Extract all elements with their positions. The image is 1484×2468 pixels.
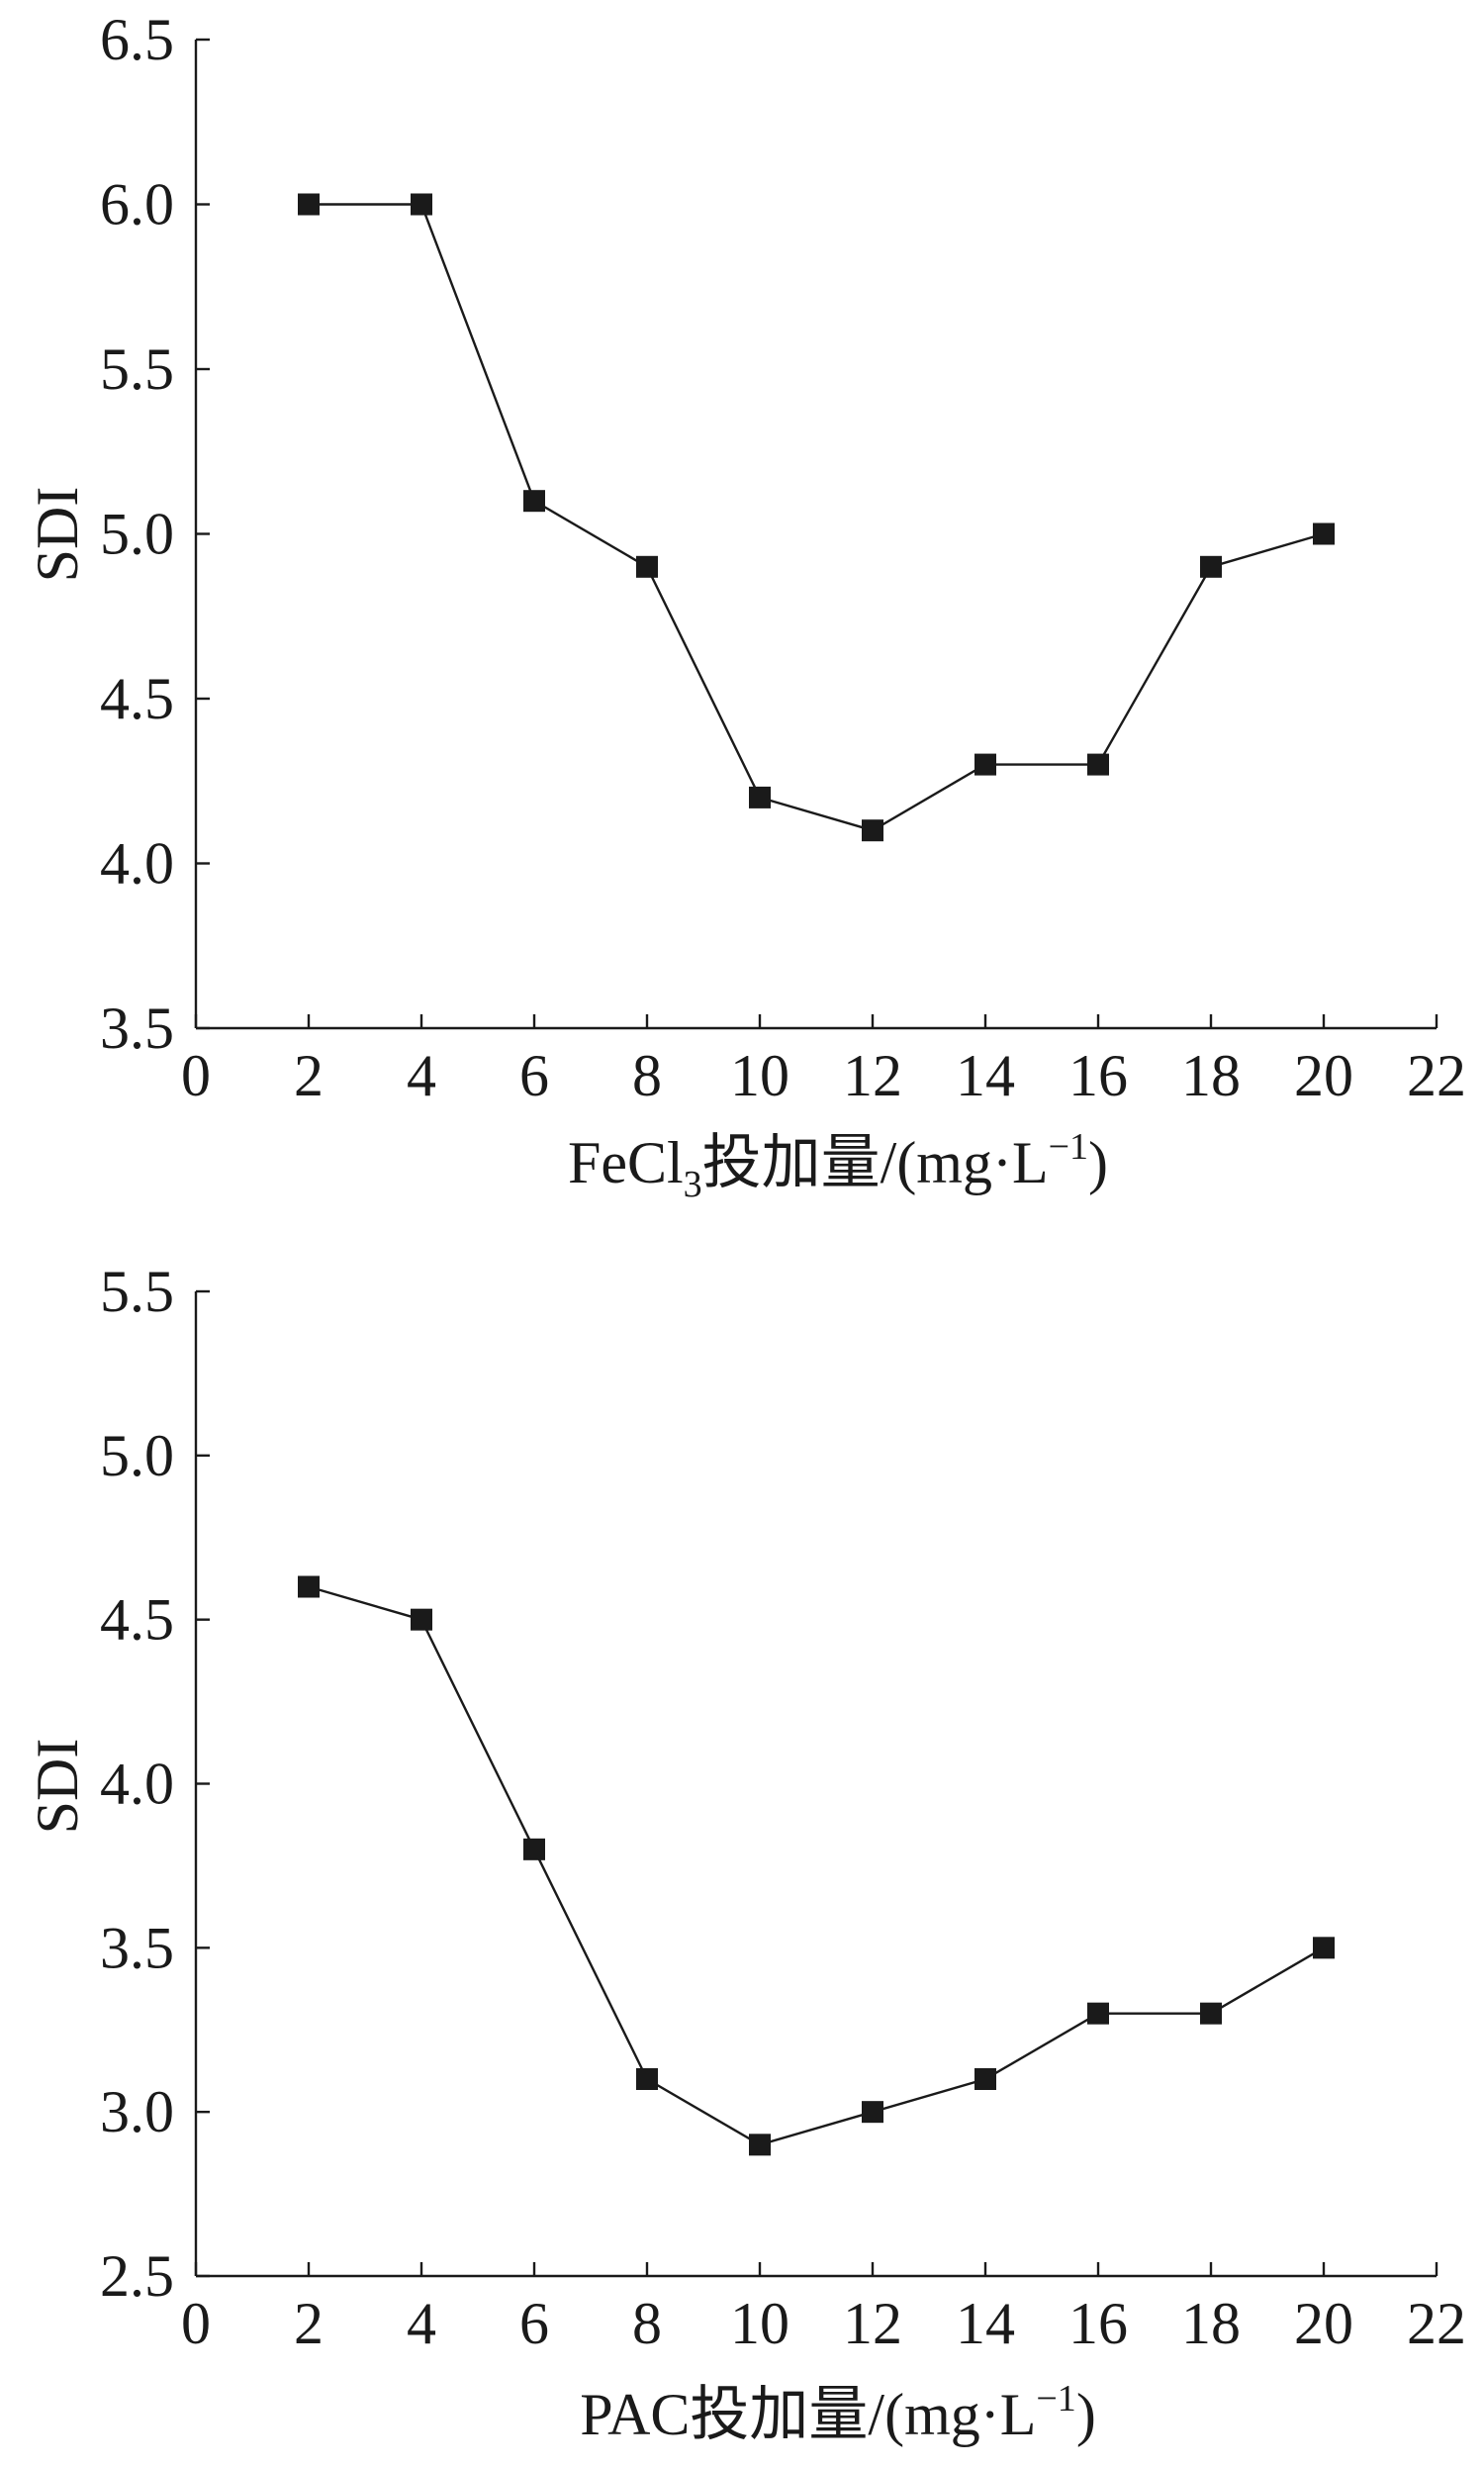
data-point — [862, 819, 883, 842]
y-tick-label: 6.5 — [100, 7, 174, 72]
x-axis-label: FeCl3投加量/(mg·L−1) — [568, 1126, 1108, 1205]
y-tick-label: 4.0 — [100, 831, 174, 897]
x-axis-label-prefix: FeCl — [568, 1130, 684, 1195]
x-tick-label: 6 — [519, 2291, 549, 2356]
x-tick-label: 8 — [632, 2291, 662, 2356]
chart-pac: 2.5 3.0 3.5 4.0 4.5 5.0 5.5 0 2 4 6 8 10 12 14 16 18 20 22… — [25, 1259, 1466, 2447]
y-tick-label: 3.0 — [100, 2079, 174, 2144]
x-tick-label: 14 — [956, 2291, 1015, 2356]
x-axis-label-suffix: ) — [1088, 1130, 1108, 1195]
x-axis-label-sup: −1 — [1036, 2378, 1075, 2420]
series-line — [308, 1585, 1325, 2146]
x-tick-label: 14 — [956, 1043, 1015, 1108]
data-point — [298, 1575, 320, 1598]
y-tick-label: 4.0 — [100, 1752, 174, 1817]
x-tick-label: 8 — [632, 1043, 662, 1108]
y-tick-label: 6.0 — [100, 172, 174, 237]
x-tick-label: 12 — [843, 1043, 902, 1108]
data-point — [1087, 753, 1109, 776]
data-point — [1313, 522, 1335, 545]
data-point — [974, 2068, 996, 2090]
y-tick-label: 5.0 — [100, 1423, 174, 1488]
data-point — [636, 2068, 658, 2090]
x-tick-label: 16 — [1068, 1043, 1128, 1108]
x-tick-label: 10 — [730, 1043, 789, 1108]
data-point — [749, 2134, 771, 2156]
y-tick-label: 3.5 — [100, 996, 174, 1061]
series-line — [309, 203, 1325, 832]
x-axis-label-sub: 3 — [684, 1164, 702, 1205]
y-tick-label: 5.5 — [100, 1259, 174, 1324]
data-point — [749, 786, 771, 808]
x-axis-label-prefix: PAC — [580, 2382, 690, 2447]
x-axis-label-sup: −1 — [1049, 1126, 1088, 1168]
data-point — [1313, 1937, 1335, 1959]
y-tick-label: 2.5 — [100, 2243, 174, 2309]
data-point — [298, 193, 320, 216]
data-point — [523, 1838, 545, 1860]
data-point — [636, 555, 658, 578]
x-tick-label: 0 — [181, 1043, 211, 1108]
data-point — [1087, 2002, 1109, 2025]
data-point — [862, 2101, 883, 2124]
x-tick-label: 22 — [1407, 2291, 1466, 2356]
x-axis-label-main: 投加量/(mg·L — [702, 1130, 1049, 1195]
y-axis-label: SDI — [25, 1739, 90, 1835]
y-tick-label: 5.0 — [100, 502, 174, 567]
x-tick-label: 10 — [730, 2291, 789, 2356]
data-point — [1200, 555, 1222, 578]
data-point — [974, 753, 996, 776]
x-tick-label: 16 — [1068, 2291, 1128, 2356]
data-point — [411, 1608, 432, 1631]
x-tick-label: 18 — [1181, 1043, 1241, 1108]
x-tick-label: 0 — [181, 2291, 211, 2356]
x-tick-label: 18 — [1181, 2291, 1241, 2356]
y-tick-label: 5.5 — [100, 336, 174, 402]
x-tick-label: 4 — [407, 2291, 436, 2356]
y-tick-label: 3.5 — [100, 1915, 174, 1980]
data-point — [523, 490, 545, 513]
x-axis-label-main: 投加量/(mg·L — [690, 2382, 1036, 2447]
x-tick-label: 6 — [519, 1043, 549, 1108]
x-tick-label: 22 — [1407, 1043, 1466, 1108]
x-axis-label-suffix: ) — [1076, 2382, 1096, 2447]
x-tick-label: 2 — [294, 2291, 324, 2356]
x-tick-label: 12 — [843, 2291, 902, 2356]
x-axis-label: PAC投加量/(mg·L−1) — [580, 2378, 1096, 2447]
y-tick-label: 4.5 — [100, 1587, 174, 1653]
y-tick-label: 4.5 — [100, 666, 174, 731]
x-tick-label: 20 — [1294, 2291, 1353, 2356]
x-tick-label: 2 — [294, 1043, 324, 1108]
x-tick-label: 20 — [1294, 1043, 1353, 1108]
data-point — [411, 193, 432, 216]
y-axis-label: SDI — [25, 487, 90, 583]
x-tick-label: 4 — [407, 1043, 436, 1108]
data-point — [1200, 2002, 1222, 2025]
chart-fecl3: 3.5 4.0 4.5 5.0 5.5 6.0 6.5 0 2 4 6 8 10 12 14 16 18 20 22… — [25, 7, 1466, 1205]
